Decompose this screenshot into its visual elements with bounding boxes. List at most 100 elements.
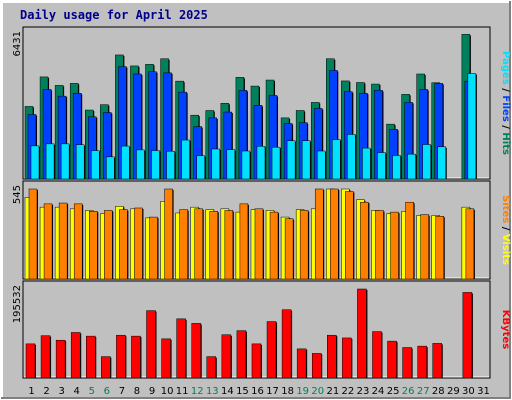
day-label: 7 — [119, 386, 125, 397]
pages-bar — [271, 146, 281, 180]
sites-bar — [390, 211, 399, 280]
day-label: 18 — [281, 386, 294, 397]
pages-bar — [166, 150, 175, 180]
kbytes-bar — [191, 323, 201, 379]
legend-kbytes: KBytes — [500, 310, 511, 349]
sites-bar — [330, 188, 339, 280]
kbytes-bar — [40, 335, 51, 379]
kbytes-bar — [131, 335, 141, 379]
pages-bar — [196, 155, 205, 180]
day-label: 26 — [402, 386, 415, 397]
kbytes-panel: 195532 KBytes — [12, 280, 511, 379]
sites-bar — [104, 210, 113, 280]
day-label: 5 — [89, 386, 95, 397]
pages-bar — [60, 143, 70, 180]
sites-bar — [420, 214, 429, 280]
kbytes-bar — [86, 335, 96, 379]
pages-bar — [75, 144, 85, 180]
pages-bar — [437, 146, 446, 180]
pages-bar — [362, 147, 371, 180]
day-label: 11 — [176, 386, 189, 397]
legend-separator: / — [500, 223, 511, 230]
sites-bar — [405, 201, 414, 280]
legend-visits: Visits — [500, 230, 511, 265]
pages-bar — [211, 148, 221, 180]
pages-bar — [347, 134, 356, 180]
sites-bar — [299, 210, 309, 280]
hits-max-label: 6431 — [12, 31, 23, 56]
sites-bar — [375, 210, 384, 280]
sites-bar — [164, 188, 173, 280]
sites-bar — [119, 209, 128, 280]
day-axis-labels: 1 2 3 4 5 6 7 8 9 10 11 12 13 14 15 16 17 18 19 20 21 22 23 24 2… — [28, 386, 489, 397]
kbytes-bar — [146, 310, 156, 379]
day-label: 13 — [206, 386, 219, 397]
kbytes-bar — [266, 321, 277, 379]
pages-bar — [151, 150, 160, 180]
kbytes-bar — [327, 334, 337, 379]
pages-bar — [241, 150, 251, 180]
kbytes-bar — [70, 332, 81, 379]
kbytes-bar — [101, 356, 111, 379]
day-label: 24 — [372, 386, 385, 397]
kbytes-bar — [116, 334, 126, 379]
sites-bar — [43, 203, 53, 280]
kbytes-legend: KBytes — [500, 310, 511, 349]
pages-bar — [316, 150, 326, 180]
visits-max-label: 545 — [12, 185, 23, 204]
legend-sites: Sites — [500, 195, 511, 223]
sites-bar — [149, 216, 158, 280]
pages-bar — [422, 144, 431, 180]
hits-legend: Pages / Files / Hits — [500, 51, 511, 155]
day-label: 23 — [357, 386, 370, 397]
pages-bar — [226, 149, 236, 180]
day-label: 27 — [417, 386, 430, 397]
day-label: 2 — [43, 386, 49, 397]
legend-hits: Hits — [500, 129, 511, 155]
pages-bar — [91, 150, 100, 180]
day-label: 28 — [432, 386, 445, 397]
sites-bar — [89, 211, 98, 280]
pages-bar — [377, 152, 386, 180]
day-label: 31 — [477, 386, 490, 397]
day-label: 14 — [221, 386, 234, 397]
hits-files-pages-panel: 6431 Pages / Files / Hits — [12, 26, 511, 180]
kbytes-bar — [55, 339, 66, 379]
pages-bar — [301, 140, 311, 180]
kbytes-bar — [342, 337, 352, 379]
pages-bar — [30, 145, 40, 180]
kbytes-bar — [206, 356, 217, 379]
day-label: 4 — [74, 386, 80, 397]
kbytes-bar — [236, 330, 247, 379]
kbytes-bar — [387, 340, 397, 379]
sites-bar — [73, 203, 83, 280]
legend-separator: / — [500, 122, 511, 129]
day-label: 20 — [311, 386, 324, 397]
day-label: 21 — [326, 386, 339, 397]
sites-bar — [284, 218, 294, 280]
day-label: 30 — [462, 386, 475, 397]
pages-bar — [181, 139, 190, 180]
kbytes-bar — [296, 348, 307, 379]
day-label: 9 — [149, 386, 155, 397]
sites-bar — [134, 207, 143, 280]
pages-bar — [256, 146, 266, 180]
kbytes-bar — [417, 345, 427, 379]
pages-bar — [106, 156, 115, 180]
pages-bar — [286, 140, 296, 180]
day-label: 6 — [104, 386, 110, 397]
sites-bar — [239, 203, 249, 280]
day-label: 29 — [447, 386, 460, 397]
sites-bar — [435, 215, 444, 280]
visits-legend: Sites / Visits — [500, 195, 511, 265]
legend-pages: Pages — [500, 51, 511, 85]
sites-bar — [465, 208, 475, 280]
sites-bar — [269, 211, 279, 280]
day-label: 8 — [134, 386, 140, 397]
sites-bar — [224, 210, 234, 280]
sites-bar — [58, 202, 68, 280]
day-label: 3 — [58, 386, 64, 397]
sites-bar — [254, 208, 264, 280]
kbytes-bar — [372, 331, 382, 379]
day-label: 10 — [161, 386, 174, 397]
